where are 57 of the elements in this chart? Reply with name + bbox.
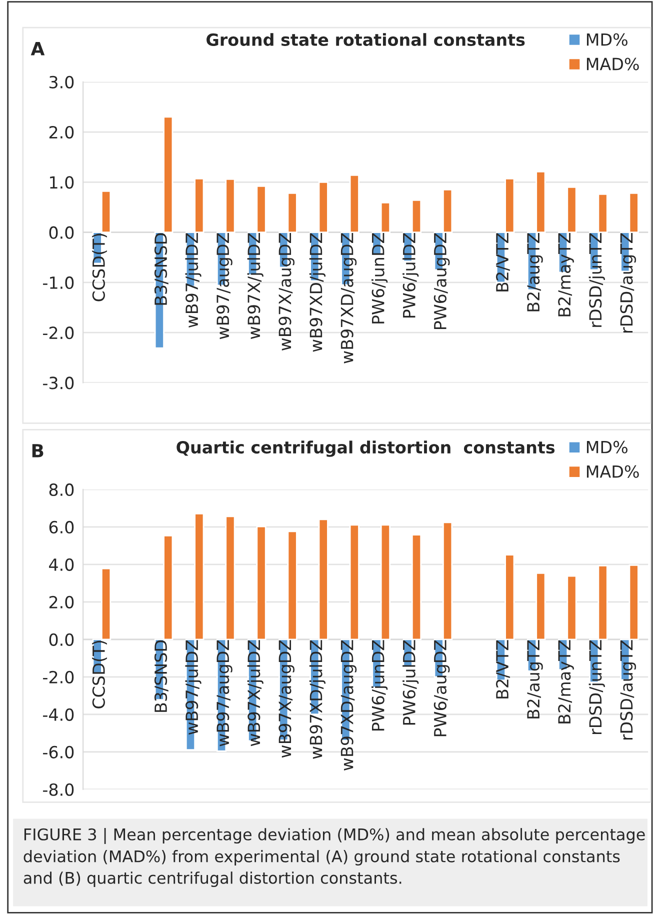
x-tick-label: B2/VTZ — [496, 233, 510, 292]
x-tick-label: CCSD(T) — [92, 640, 107, 708]
x-tick-label: wB97XD/julDZ — [309, 640, 326, 759]
x-tick-label: PW6/julDZ — [402, 233, 419, 318]
x-tick-label: wB97/julDZ — [185, 233, 202, 328]
legend-label: MAD% — [586, 465, 639, 478]
x-tick-label: wB97X/julDZ — [247, 640, 264, 746]
x-tick-label: B2/augTZ — [527, 233, 543, 312]
x-tick-label: wB97/augDZ — [216, 233, 232, 340]
y-tick-label: 0.0 — [49, 633, 74, 646]
y-tick-label: 8.0 — [49, 483, 74, 496]
x-tick-label: wB97XD/augDZ — [340, 233, 357, 364]
chart-title: Ground state rotational constants — [206, 33, 525, 46]
x-tick-label: wB97X/julDZ — [247, 233, 264, 339]
x-tick-label: PW6/augDZ — [434, 233, 450, 330]
y-tick-label: 0.0 — [49, 226, 74, 239]
x-tick-label: rDSD/augTZ — [620, 233, 636, 332]
x-tick-label: B3/SNSD — [154, 640, 168, 712]
chart-title: Quartic centrifugal distortion constants — [176, 440, 555, 457]
y-tick-label: -4.0 — [43, 708, 74, 721]
y-tick-label: -8.0 — [43, 783, 74, 796]
x-tick-label: PW6/junDZ — [371, 640, 388, 731]
y-tick-label: 6.0 — [49, 520, 74, 534]
y-tick-label: 3.0 — [49, 76, 74, 88]
x-tick-label: rDSD/junTZ — [588, 233, 605, 327]
caption: FIGURE 3 | Mean percentage deviation (MD%) and mean absolute percentage deviation (MAD%) from experimental (A) ground state rotational constants and (B) quartic centrifugal distortion constants. — [24, 828, 645, 888]
x-tick-label: rDSD/junTZ — [588, 640, 605, 734]
x-tick-label: wB97XD/julDZ — [309, 233, 326, 352]
y-tick-label: -2.0 — [43, 670, 74, 684]
x-tick-label: B2/mayTZ — [558, 640, 574, 724]
x-tick-label: CCSD(T) — [92, 234, 107, 302]
y-tick-label: -2.0 — [43, 326, 74, 340]
x-tick-label: wB97X/augDZ — [278, 640, 294, 758]
y-tick-label: 2.0 — [49, 126, 74, 139]
text: B — [32, 444, 44, 458]
legend-label: MAD% — [586, 58, 639, 70]
legend-label: MD% — [586, 440, 628, 454]
y-tick-label: -3.0 — [43, 376, 74, 390]
y-tick-label: 4.0 — [49, 558, 74, 571]
x-tick-label: B2/VTZ — [496, 640, 510, 698]
y-tick-label: 2.0 — [49, 596, 74, 608]
y-tick-label: -6.0 — [43, 746, 74, 758]
x-tick-label: PW6/augDZ — [434, 640, 450, 736]
legend-label: MD% — [586, 33, 628, 46]
x-tick-label: rDSD/augTZ — [620, 640, 636, 740]
y-tick-label: 1.0 — [50, 176, 74, 189]
x-tick-label: B2/augTZ — [527, 640, 543, 718]
x-tick-label: PW6/julDZ — [402, 640, 419, 725]
x-tick-label: wB97X/augDZ — [278, 233, 294, 351]
x-tick-label: wB97/augDZ — [216, 640, 232, 746]
x-tick-label: PW6/junDZ — [371, 233, 388, 324]
x-tick-label: wB97/julDZ — [185, 640, 202, 735]
x-tick-label: B3/SNSD — [154, 233, 168, 305]
text: A — [30, 42, 45, 56]
y-tick-label: -1.0 — [43, 276, 74, 290]
x-tick-label: B2/mayTZ — [558, 233, 574, 316]
x-tick-label: wB97XD/augDZ — [340, 640, 357, 770]
